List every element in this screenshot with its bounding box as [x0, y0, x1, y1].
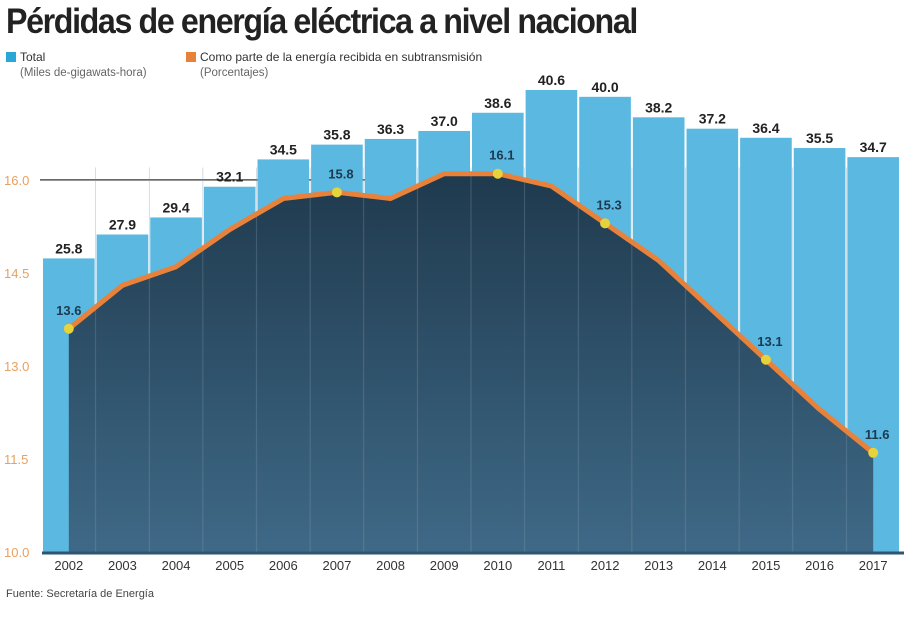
bar-label-2008: 36.3: [377, 121, 404, 137]
legend-swatch-percent: [186, 52, 196, 62]
bar-label-2017: 34.7: [860, 139, 887, 155]
y-tick-10.0: 10.0: [4, 545, 29, 560]
marker-2015: [760, 354, 771, 365]
legend-unit-total: (Miles de-gigawats-hora): [20, 67, 147, 79]
bar-label-2014: 37.2: [699, 111, 726, 127]
x-tick-2008: 2008: [376, 558, 405, 573]
legend-item-total: Total (Miles de-gigawats-hora): [6, 50, 147, 79]
bar-label-2010: 38.6: [484, 95, 511, 111]
x-tick-2009: 2009: [430, 558, 459, 573]
bar-label-2011: 40.6: [538, 72, 565, 88]
x-tick-2014: 2014: [698, 558, 727, 573]
legend-label-percent: Como parte de la energía recibida en sub…: [200, 50, 483, 64]
line-label-2010: 16.1: [489, 148, 514, 163]
marker-2010: [492, 168, 503, 179]
line-label-2002: 13.6: [56, 303, 81, 318]
line-label-2007: 15.8: [328, 166, 353, 181]
y-tick-14.5: 14.5: [4, 266, 29, 281]
bar-label-2006: 34.5: [270, 141, 297, 157]
x-tick-2005: 2005: [215, 558, 244, 573]
source-note: Fuente: Secretaría de Energía: [6, 588, 154, 600]
percent-line: [67, 171, 875, 455]
bar-label-2009: 37.0: [431, 113, 458, 129]
bar-label-2003: 27.9: [109, 217, 136, 233]
bar-label-2005: 32.1: [216, 169, 243, 185]
x-tick-2011: 2011: [537, 558, 565, 573]
x-tick-2015: 2015: [751, 558, 780, 573]
y-tick-11.5: 11.5: [4, 452, 28, 467]
line-label-2017: 11.6: [865, 427, 890, 442]
x-tick-2002: 2002: [54, 558, 83, 573]
marker-2017: [868, 447, 879, 458]
legend-item-percent: Como parte de la energía recibida en sub…: [186, 50, 482, 79]
bar-label-2013: 38.2: [645, 99, 672, 115]
bar-label-2015: 36.4: [752, 120, 779, 136]
chart-title: Pérdidas de energía eléctrica a nivel na…: [6, 2, 638, 41]
legend-label-total: Total: [20, 50, 46, 64]
x-tick-2013: 2013: [644, 558, 673, 573]
x-tick-2003: 2003: [108, 558, 137, 573]
x-tick-2016: 2016: [805, 558, 834, 573]
bar-label-2007: 35.8: [323, 127, 350, 143]
bar-label-2016: 35.5: [806, 130, 833, 146]
line-label-2012: 15.3: [596, 197, 621, 212]
x-tick-2012: 2012: [591, 558, 620, 573]
x-tick-2007: 2007: [322, 558, 351, 573]
bar-label-2012: 40.0: [591, 79, 618, 95]
x-tick-2006: 2006: [269, 558, 298, 573]
legend-unit-percent: (Porcentajes): [200, 67, 269, 79]
marker-2012: [600, 218, 611, 229]
marker-2007: [331, 187, 342, 198]
marker-2002: [63, 323, 74, 334]
bar-label-2002: 25.8: [55, 240, 82, 256]
bar-label-2004: 29.4: [162, 199, 189, 215]
x-tick-2004: 2004: [162, 558, 191, 573]
x-tick-2017: 2017: [859, 558, 888, 573]
y-tick-13.0: 13.0: [4, 359, 29, 374]
legend-swatch-total: [6, 52, 16, 62]
x-tick-2010: 2010: [483, 558, 512, 573]
y-tick-16.0: 16.0: [4, 173, 29, 188]
line-label-2015: 13.1: [757, 334, 782, 349]
